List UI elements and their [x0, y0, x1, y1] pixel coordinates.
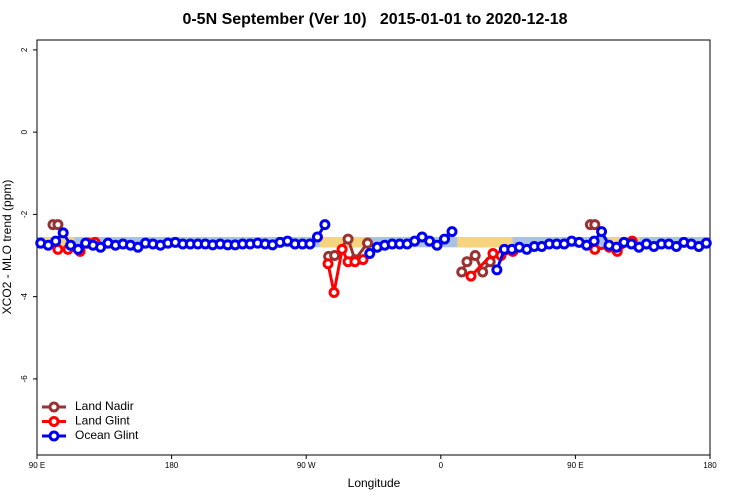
region [37, 237, 710, 248]
x-tick-label: 90 E [29, 461, 45, 470]
data-point [596, 226, 608, 238]
data-point [72, 243, 84, 255]
data-point [491, 264, 503, 276]
data-point [364, 247, 376, 259]
x-tick-label: 180 [703, 461, 717, 470]
data-point [357, 254, 369, 266]
region [319, 237, 365, 248]
data-point [57, 227, 69, 239]
series [47, 219, 601, 278]
plot-frame [36, 39, 711, 456]
data-point [322, 258, 334, 270]
data-point [461, 256, 473, 268]
y-tick-label: -4 [20, 293, 29, 301]
data-point [52, 219, 64, 231]
y-tick-label: -6 [20, 375, 29, 383]
data-point [304, 238, 316, 250]
x-tick-label: 0 [439, 461, 444, 470]
data-point [362, 237, 374, 249]
x-tick-label: 90 E [567, 461, 583, 470]
data-point [328, 287, 340, 299]
y-tick-label: 2 [20, 47, 29, 52]
legend-label: Land Glint [75, 414, 130, 428]
y-tick-label: 0 [20, 129, 29, 134]
x-axis-label: Longitude [348, 476, 401, 490]
chart-title: 0-5N September (Ver 10) 2015-01-01 to 20… [182, 11, 567, 28]
x-tick-label: 180 [165, 461, 179, 470]
data-point [611, 241, 623, 253]
legend-marker [48, 401, 60, 413]
x-tick-label: 90 W [297, 461, 316, 470]
region [457, 237, 513, 248]
legend-label: Land Nadir [75, 399, 134, 413]
data-point [439, 233, 451, 245]
data-point [477, 266, 489, 278]
data-point [465, 270, 477, 282]
data-point [336, 243, 348, 255]
data-point [456, 266, 468, 278]
legend-label: Ocean Glint [75, 428, 139, 442]
data-point [446, 226, 458, 238]
legend-marker [48, 430, 60, 442]
data-point [342, 233, 354, 245]
data-point [50, 235, 62, 247]
legend-marker [48, 416, 60, 427]
y-tick-label: -2 [20, 210, 29, 218]
data-point [311, 231, 323, 243]
series [35, 219, 712, 276]
data-point [700, 237, 712, 249]
data-point [431, 239, 443, 251]
data-point [589, 219, 601, 231]
data-point [469, 250, 481, 262]
y-axis-label: XCO2 - MLO trend (ppm) [0, 180, 14, 315]
data-point [588, 235, 600, 247]
data-point [319, 219, 331, 231]
data-point [329, 250, 341, 262]
